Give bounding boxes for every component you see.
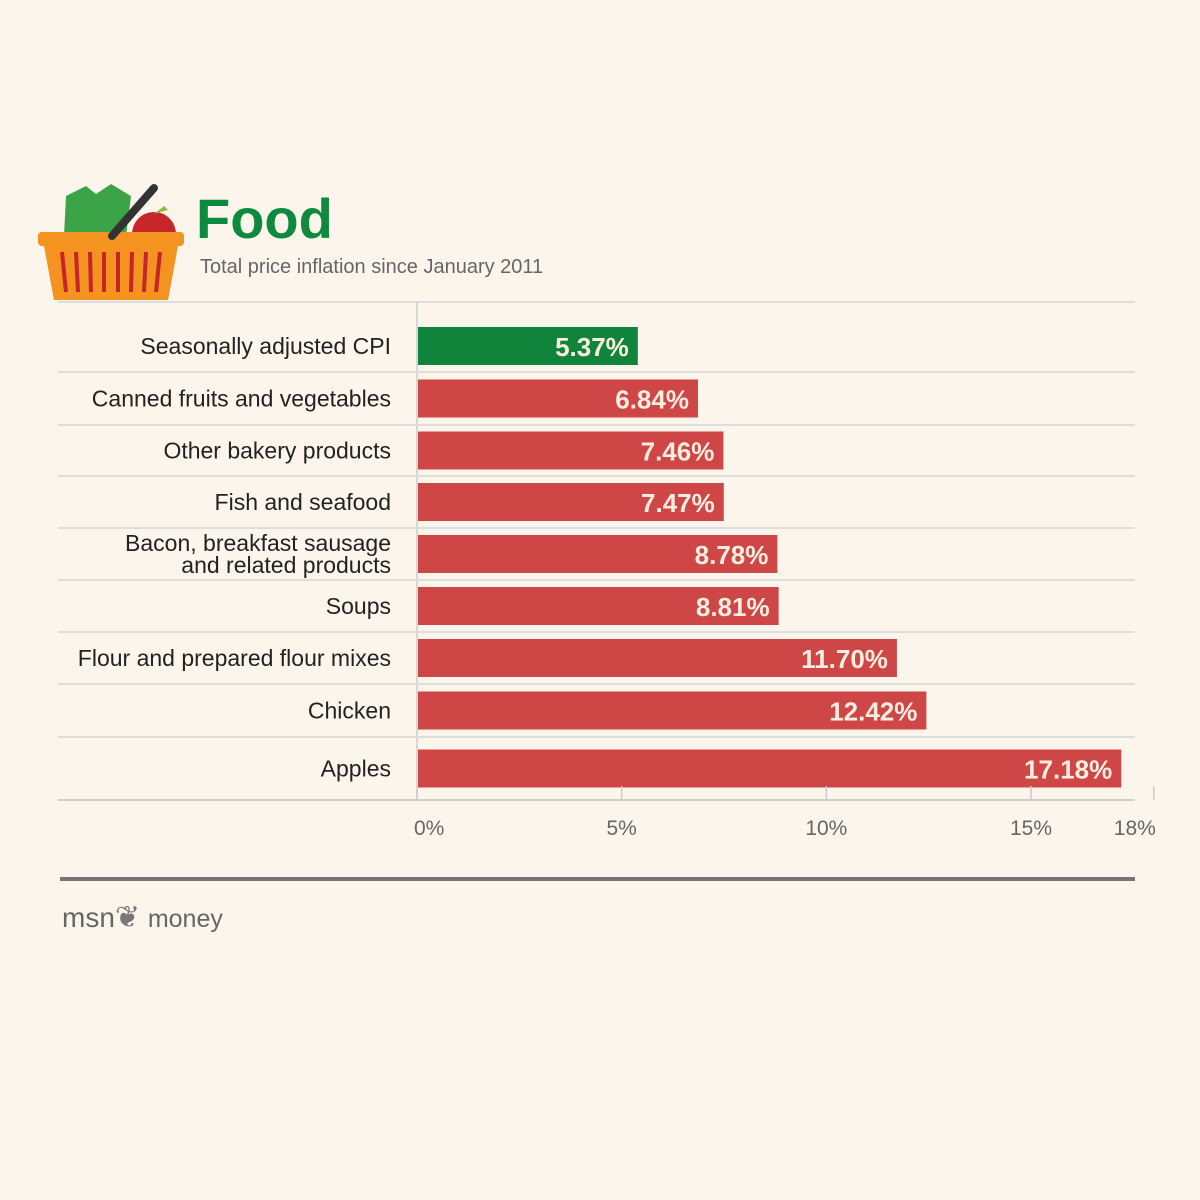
bar — [418, 379, 698, 418]
bar-value-label: 5.37% — [555, 332, 629, 362]
x-tick-label: 18% — [1114, 817, 1156, 840]
section-text: money — [147, 905, 223, 933]
chart-subtitle: Total price inflation since January 2011 — [200, 256, 544, 278]
bar — [418, 327, 638, 365]
category-label: Seasonally adjusted CPI — [140, 333, 391, 359]
butterfly-icon: ❦ — [114, 901, 141, 934]
x-tick-label: 10% — [805, 817, 847, 840]
brand-text: msn — [62, 902, 115, 933]
bar — [418, 483, 724, 521]
bar — [418, 749, 1122, 788]
bar-value-label: 6.84% — [615, 385, 689, 415]
bar — [418, 587, 779, 625]
category-label: Canned fruits and vegetables — [92, 386, 391, 412]
bar-value-label: 12.42% — [829, 697, 917, 727]
chart-title: Food — [196, 187, 333, 250]
bar — [418, 691, 927, 730]
category-label: Other bakery products — [163, 438, 391, 464]
bar-value-label: 11.70% — [801, 644, 888, 674]
shopping-basket-icon — [38, 184, 184, 300]
bar — [418, 535, 778, 573]
msn-money-logo: msn❦ money — [62, 900, 223, 935]
bar-value-label: 8.81% — [696, 592, 770, 622]
bar — [418, 431, 724, 470]
footer-divider — [60, 877, 1135, 881]
bar-value-label: 8.78% — [695, 540, 769, 570]
bar-value-label: 17.18% — [1024, 755, 1112, 785]
bar — [418, 639, 897, 677]
x-tick-label: 15% — [1010, 817, 1052, 840]
category-label: Chicken — [308, 698, 391, 724]
x-tick-label: 5% — [606, 817, 636, 840]
category-label: Flour and prepared flour mixes — [78, 645, 391, 671]
bar-value-label: 7.46% — [641, 437, 715, 467]
bar-value-label: 7.47% — [641, 488, 715, 518]
x-tick-label: 0% — [414, 817, 444, 840]
category-label: Apples — [321, 756, 391, 782]
category-label: Bacon, breakfast sausage and related prod… — [125, 530, 391, 578]
bar-chart: 5.37% Seasonally adjusted CPI 6.84% Canned … — [58, 301, 1156, 840]
category-label: Soups — [326, 593, 391, 619]
category-label: Fish and seafood — [215, 489, 391, 515]
